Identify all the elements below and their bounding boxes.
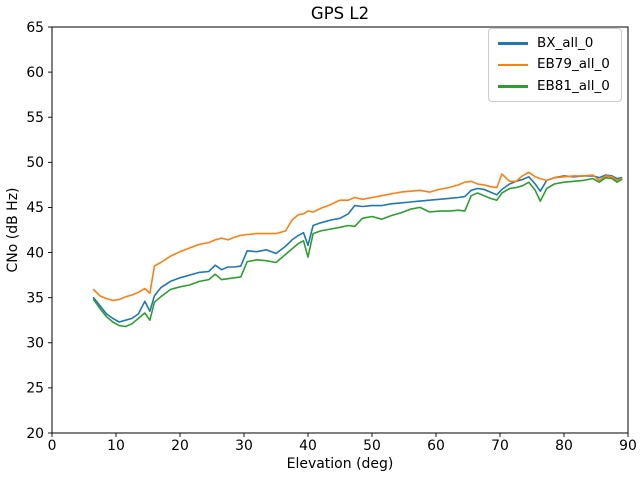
x-tick-label: 20 <box>171 438 189 454</box>
y-tick-label: 40 <box>26 245 44 261</box>
x-tick-label: 0 <box>48 438 57 454</box>
series-line-EB79_all_0 <box>92 171 623 302</box>
legend: BX_all_0 EB79_all_0 EB81_all_0 <box>488 28 622 102</box>
x-tick-label: 60 <box>427 438 445 454</box>
legend-label: EB81_all_0 <box>537 77 610 94</box>
legend-line-sample <box>498 42 528 45</box>
series-line-BX_all_0 <box>92 174 623 323</box>
y-tick-label: 65 <box>26 20 44 36</box>
y-tick-label: 60 <box>26 65 44 81</box>
x-axis-label: Elevation (deg) <box>287 456 394 472</box>
y-tick-label: 30 <box>26 336 44 352</box>
y-tick-label: 55 <box>26 110 44 126</box>
x-tick-label: 70 <box>491 438 509 454</box>
y-tick-label: 50 <box>26 155 44 171</box>
y-tick-label: 20 <box>26 426 44 442</box>
legend-line-sample <box>498 63 528 67</box>
series-line-EB81_all_0 <box>92 176 623 328</box>
y-axis-label: CNo (dB Hz) <box>5 187 21 272</box>
legend-entry: EB79_all_0 <box>498 55 612 75</box>
y-tick-label: 25 <box>26 381 44 397</box>
legend-entry: BX_all_0 <box>498 34 612 54</box>
x-tick-label: 80 <box>555 438 573 454</box>
x-tick-label: 30 <box>235 438 253 454</box>
legend-label: BX_all_0 <box>537 34 594 51</box>
legend-line-sample <box>498 85 528 88</box>
plot-border <box>51 26 629 434</box>
x-tick-label: 50 <box>363 438 381 454</box>
y-tick-label: 35 <box>26 290 44 306</box>
x-tick-label: 40 <box>299 438 317 454</box>
chart-title: GPS L2 <box>311 4 369 23</box>
legend-entry: EB81_all_0 <box>498 76 612 96</box>
x-tick-label: 10 <box>107 438 125 454</box>
y-tick-label: 45 <box>26 200 44 216</box>
x-tick-label: 90 <box>619 438 637 454</box>
legend-label: EB79_all_0 <box>537 56 610 73</box>
